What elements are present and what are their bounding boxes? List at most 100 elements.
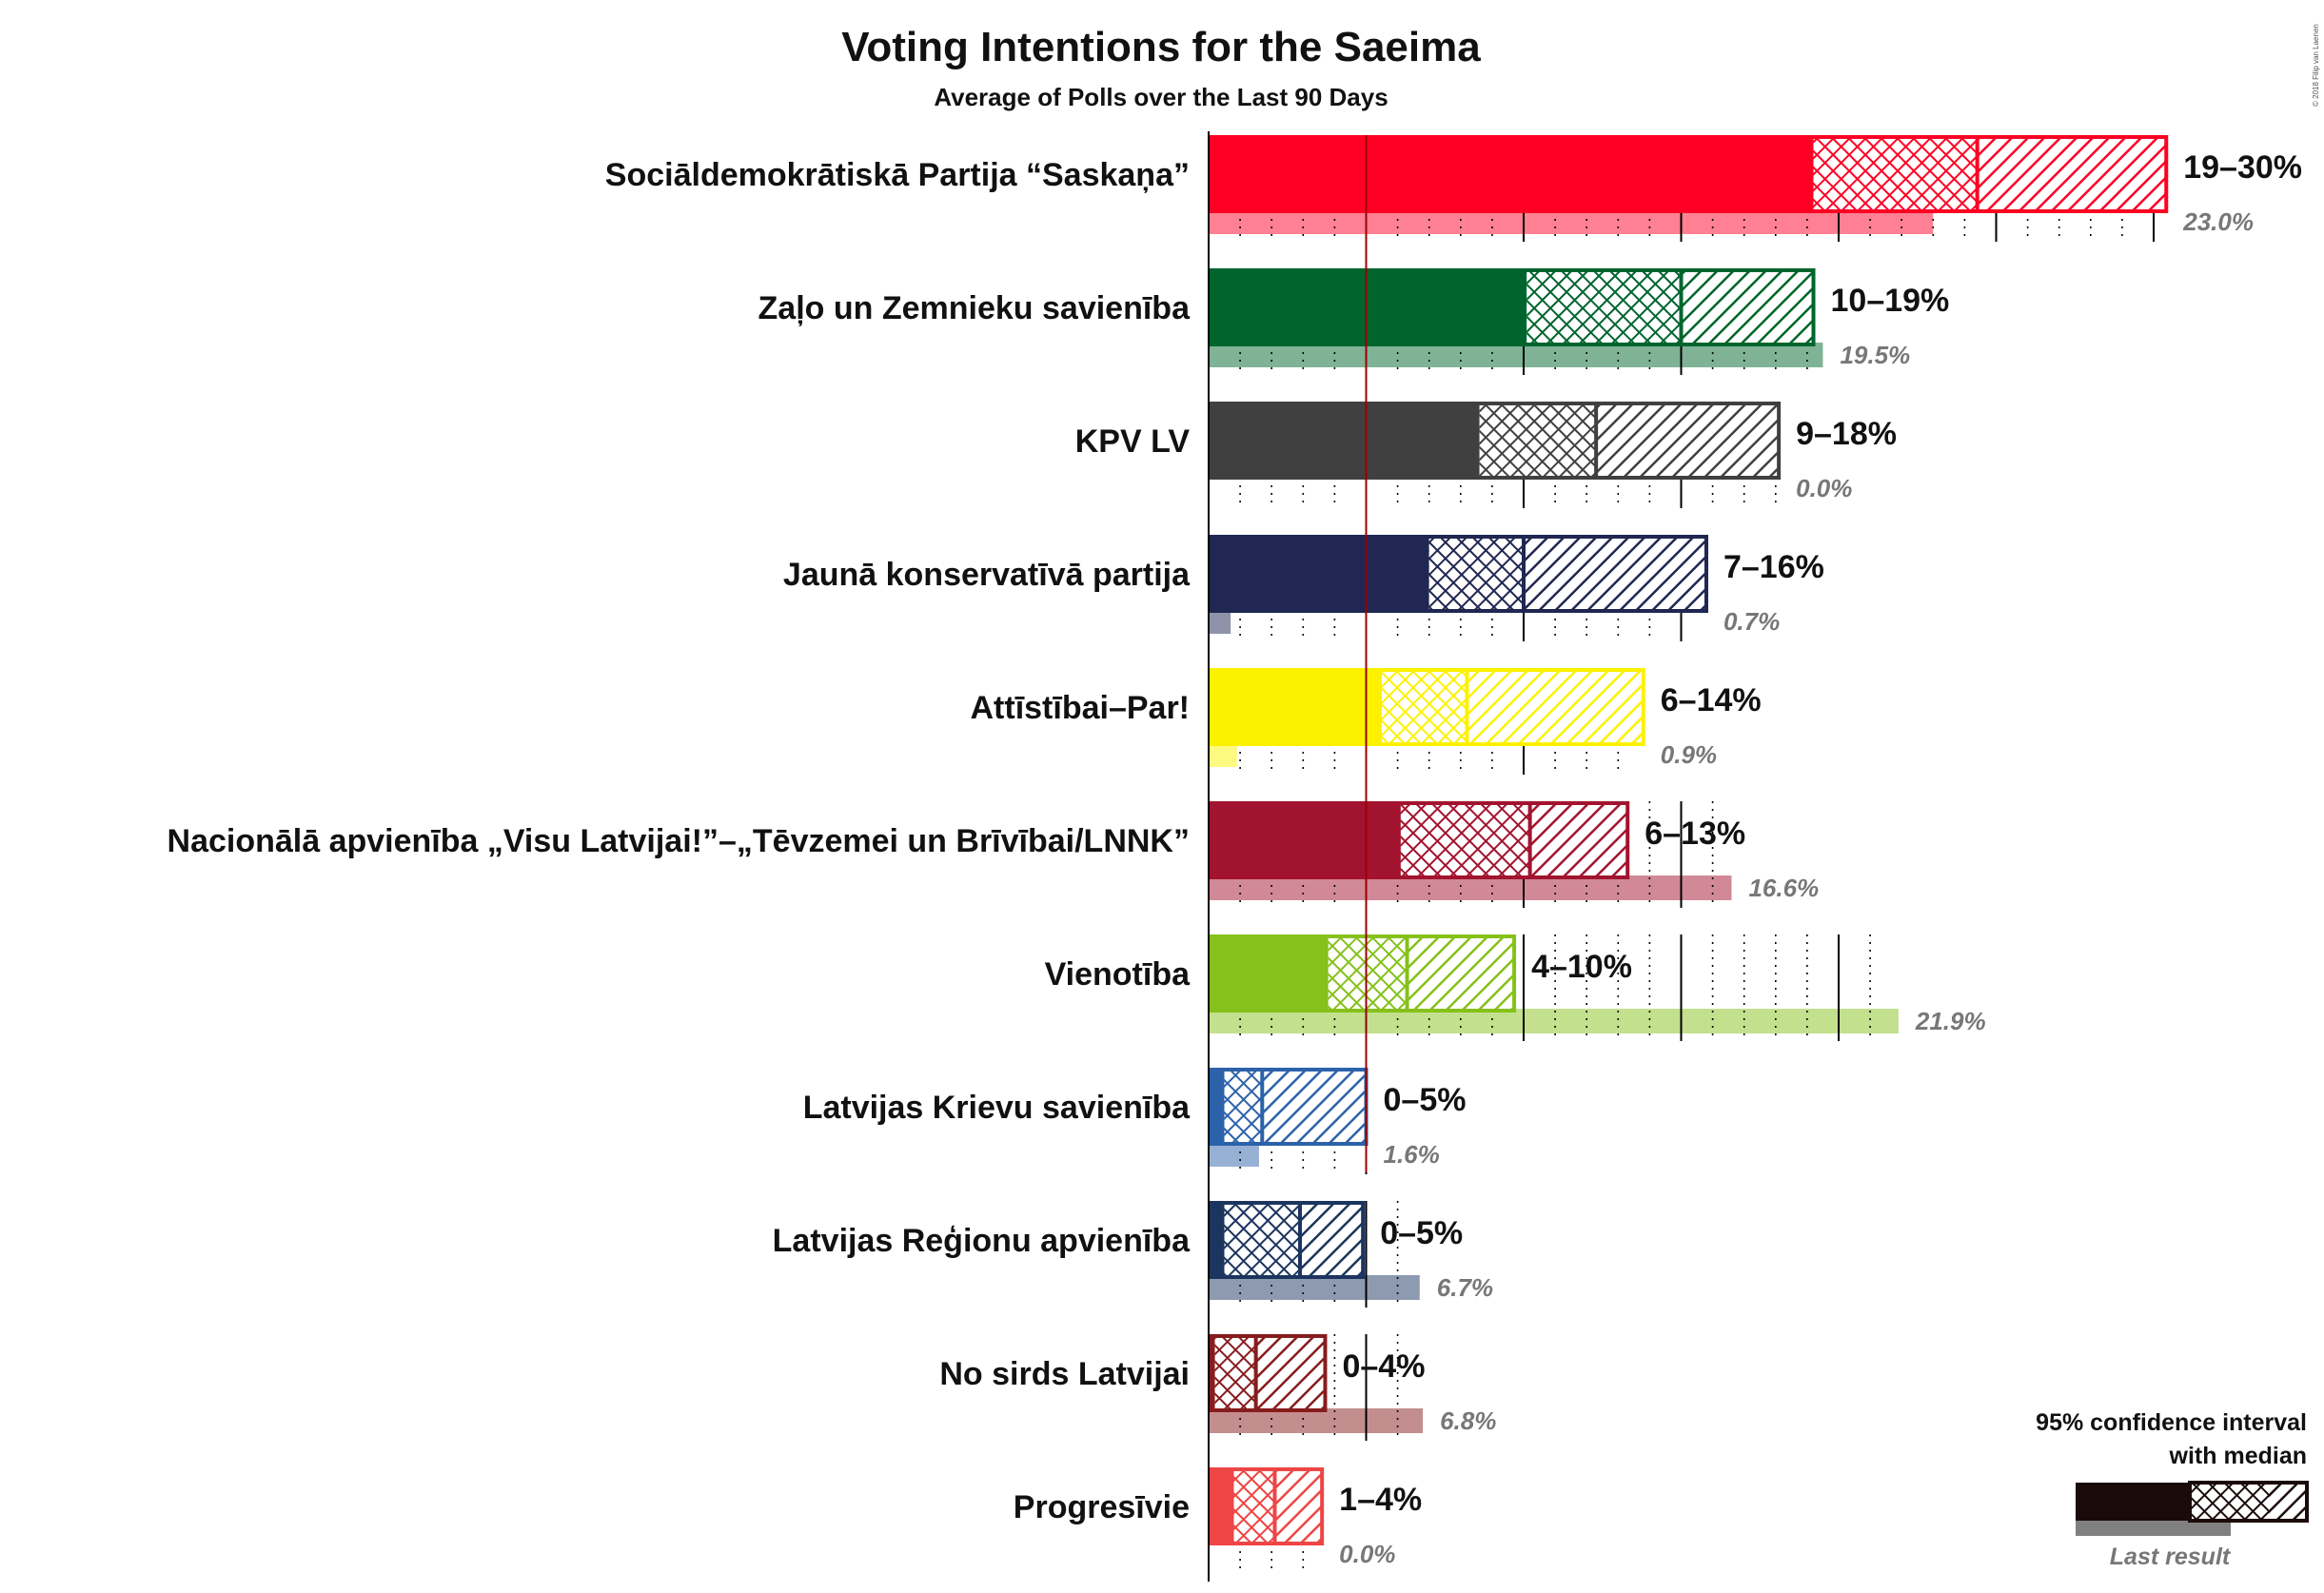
ci-upper-hatch — [1274, 1467, 1323, 1545]
party-name: No sirds Latvijai — [939, 1356, 1190, 1392]
ci-median-crosshatch — [1382, 668, 1467, 746]
ci-solid-bar — [1209, 1068, 1225, 1146]
range-label: 4–10% — [1531, 949, 1632, 985]
party-name: Jaunā konservatīvā partija — [783, 557, 1191, 593]
last-result-label: 23.0% — [2182, 207, 2254, 236]
legend-ci-lower-bar — [2076, 1483, 2190, 1521]
range-label: 7–16% — [1723, 549, 1824, 585]
party-row: No sirds Latvijai 0–4% 6.8% — [939, 1334, 1496, 1441]
last-result-label: 0.0% — [1339, 1540, 1395, 1568]
range-label: 6–14% — [1661, 682, 1762, 718]
ci-median-crosshatch — [1214, 1334, 1256, 1412]
chart-subtitle: Average of Polls over the Last 90 Days — [934, 83, 1388, 111]
party-row: Jaunā konservatīvā partija 7–16% 0.7% — [783, 535, 1824, 641]
ci-outline — [1209, 1201, 1366, 1279]
party-name: Latvijas Reģionu apvienība — [773, 1223, 1191, 1259]
ci-outline — [1209, 1334, 1328, 1412]
range-label: 19–30% — [2183, 149, 2302, 186]
last-result-label: 16.6% — [1748, 874, 1819, 902]
ci-solid-bar — [1209, 1467, 1234, 1545]
range-label: 6–13% — [1645, 816, 1745, 852]
range-label: 1–4% — [1339, 1482, 1422, 1518]
party-name: Sociāldemokrātiskā Partija “Saskaņa” — [605, 157, 1190, 193]
ci-outline — [1209, 1467, 1325, 1545]
party-row: Latvijas Krievu savienība 0–5% 1.6% — [803, 1068, 1467, 1174]
last-result-label: 21.9% — [1915, 1007, 1986, 1035]
last-result-bar — [1209, 1275, 1420, 1300]
copyright-note: © 2018 Filip van Laenen — [2312, 24, 2320, 107]
last-result-label: 6.7% — [1437, 1273, 1493, 1302]
ci-upper-hatch — [1529, 801, 1628, 879]
party-row: Nacionālā apvienība „Visu Latvijai!”–„Tē… — [167, 801, 1819, 908]
ci-upper-hatch — [1407, 934, 1515, 1013]
party-row: Sociāldemokrātiskā Partija “Saskaņa” 19–3… — [605, 135, 2302, 242]
ci-median-crosshatch — [1813, 135, 1978, 213]
ci-solid-bar — [1209, 268, 1527, 346]
party-name: Vienotība — [1045, 956, 1191, 993]
legend-title-line1: 95% confidence interval — [2036, 1409, 2307, 1436]
chart-title: Voting Intentions for the Saeima — [841, 24, 1481, 70]
ci-solid-bar — [1209, 801, 1401, 879]
ci-median-crosshatch — [1428, 535, 1524, 613]
range-label: 9–18% — [1796, 416, 1897, 452]
last-result-label: 0.0% — [1796, 474, 1852, 502]
party-name: Latvijas Krievu savienība — [803, 1090, 1191, 1126]
ci-median-crosshatch — [1479, 402, 1597, 480]
party-row: Zaļo un Zemnieku savienība 10–19% 19.5% — [758, 268, 1950, 375]
legend-ci-upper-hatch — [2269, 1483, 2307, 1521]
last-result-bar — [1209, 209, 1934, 234]
ci-upper-hatch — [1255, 1334, 1326, 1412]
party-row: Attīstībai–Par! 6–14% 0.9% — [971, 668, 1762, 775]
range-label: 10–19% — [1831, 283, 1950, 319]
ci-outline — [1209, 268, 1816, 346]
party-row: Progresīvie 1–4% 0.0% — [1014, 1467, 1422, 1574]
last-result-bar — [1209, 343, 1823, 367]
ci-solid-bar — [1209, 135, 1814, 213]
ci-solid-bar — [1209, 402, 1480, 480]
ci-upper-hatch — [1524, 535, 1706, 613]
last-result-bar — [1209, 875, 1732, 900]
last-result-label: 0.7% — [1723, 607, 1780, 636]
ci-solid-bar — [1209, 668, 1383, 746]
legend: 95% confidence interval with median Last… — [2036, 1409, 2309, 1570]
last-result-bar — [1209, 1142, 1259, 1167]
ci-outline — [1209, 668, 1645, 746]
ci-outline — [1209, 934, 1517, 1013]
ci-median-crosshatch — [1400, 801, 1530, 879]
party-name: Attīstībai–Par! — [971, 690, 1191, 726]
last-result-label: 1.6% — [1384, 1140, 1440, 1169]
ci-upper-hatch — [1681, 268, 1814, 346]
ci-median-crosshatch — [1328, 934, 1408, 1013]
ci-upper-hatch — [1299, 1201, 1364, 1279]
legend-ci-outline — [2188, 1481, 2309, 1523]
ci-solid-bar — [1209, 1201, 1225, 1279]
party-name: Zaļo un Zemnieku savienība — [758, 290, 1192, 326]
ci-outline — [1209, 535, 1708, 613]
ci-upper-hatch — [1467, 668, 1644, 746]
ci-solid-bar — [1209, 535, 1429, 613]
legend-last-result-label: Last result — [2110, 1544, 2232, 1570]
last-result-bar — [1209, 609, 1231, 634]
ci-median-crosshatch — [1224, 1201, 1300, 1279]
ci-outline — [1209, 135, 2169, 213]
last-result-bar — [1209, 1009, 1899, 1033]
ci-median-crosshatch — [1233, 1467, 1275, 1545]
ci-median-crosshatch — [1526, 268, 1682, 346]
party-row: KPV LV 9–18% 0.0% — [1075, 402, 1897, 508]
ci-outline — [1209, 801, 1630, 879]
legend-ci-median-crosshatch — [2190, 1483, 2269, 1521]
range-label: 0–4% — [1342, 1348, 1425, 1385]
range-label: 0–5% — [1384, 1082, 1467, 1118]
ci-upper-hatch — [1262, 1068, 1367, 1146]
party-name: Progresīvie — [1014, 1489, 1190, 1525]
last-result-label: 19.5% — [1840, 341, 1910, 369]
ci-upper-hatch — [1596, 402, 1780, 480]
ci-upper-hatch — [1977, 135, 2167, 213]
party-row: Latvijas Reģionu apvienība 0–5% 6.7% — [773, 1201, 1493, 1308]
ci-outline — [1209, 402, 1782, 480]
ci-solid-bar — [1209, 934, 1329, 1013]
party-row: Vienotība 4–10% 21.9% — [1045, 934, 1986, 1041]
last-result-bar — [1209, 742, 1237, 767]
last-result-label: 6.8% — [1440, 1406, 1496, 1435]
